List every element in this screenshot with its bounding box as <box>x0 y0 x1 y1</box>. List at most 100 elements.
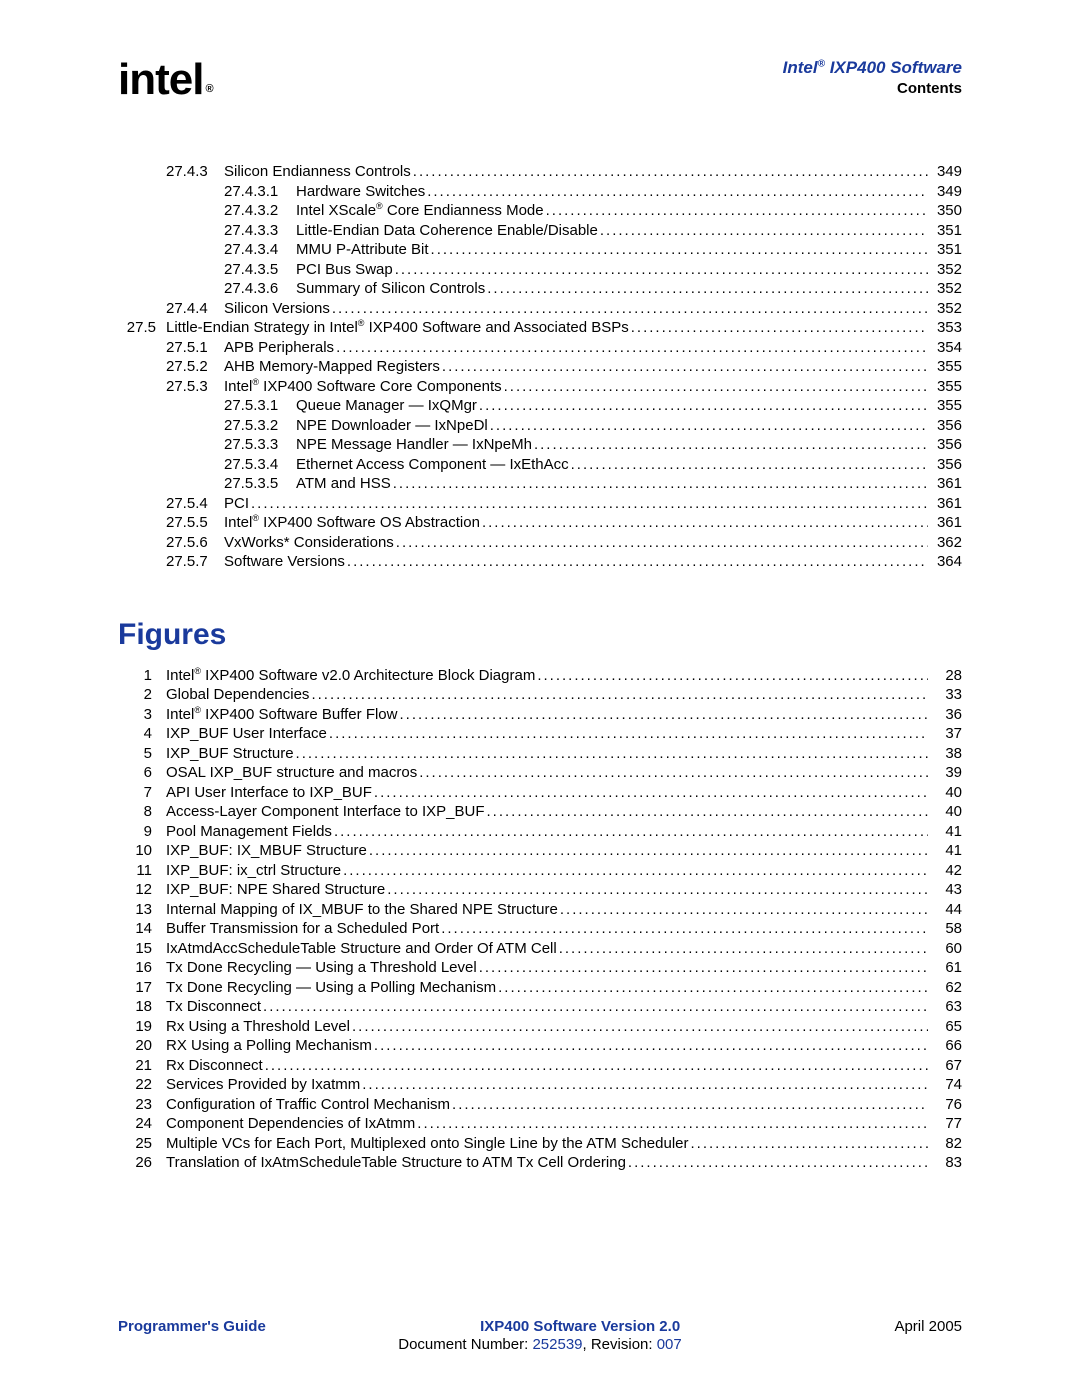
figure-number: 6 <box>118 763 166 783</box>
toc-title: APB Peripherals <box>224 338 334 358</box>
leader-dots <box>294 744 928 764</box>
doc-subtitle: Contents <box>783 80 962 97</box>
figure-page: 33 <box>928 685 962 705</box>
figure-page: 28 <box>928 666 962 686</box>
toc-entry: 27.5.5Intel® IXP400 Software OS Abstract… <box>118 513 962 533</box>
leader-dots <box>341 861 928 881</box>
leader-dots <box>557 939 928 959</box>
figure-entry: 11IXP_BUF: ix_ctrl Structure42 <box>118 861 962 881</box>
toc-number: 27.4.3.3 <box>224 221 296 241</box>
toc-entry: 27.5.4PCI361 <box>118 494 962 514</box>
figure-number: 11 <box>118 861 166 881</box>
toc-title: NPE Downloader — IxNpeDl <box>296 416 488 436</box>
toc-entry: 27.5.3.5ATM and HSS361 <box>118 474 962 494</box>
figure-entry: 12IXP_BUF: NPE Shared Structure43 <box>118 880 962 900</box>
figure-entry: 10IXP_BUF: IX_MBUF Structure41 <box>118 841 962 861</box>
toc-page: 356 <box>928 416 962 436</box>
leader-dots <box>532 435 928 455</box>
figure-entry: 26Translation of IxAtmScheduleTable Stru… <box>118 1153 962 1173</box>
toc-title: Intel® IXP400 Software Core Components <box>224 377 502 397</box>
figure-page: 63 <box>928 997 962 1017</box>
leader-dots <box>261 997 928 1017</box>
leader-dots <box>626 1153 928 1173</box>
toc-page: 352 <box>928 299 962 319</box>
leader-dots <box>629 318 928 338</box>
figure-page: 67 <box>928 1056 962 1076</box>
toc-title: Intel XScale® Core Endianness Mode <box>296 201 544 221</box>
figure-title: OSAL IXP_BUF structure and macros <box>166 763 417 783</box>
figure-number: 18 <box>118 997 166 1017</box>
toc-number: 27.4.4 <box>166 299 224 319</box>
toc-number: 27.5.5 <box>166 513 224 533</box>
toc-page: 352 <box>928 279 962 299</box>
toc-section: 27.4.3Silicon Endianness Controls34927.4… <box>118 162 962 572</box>
figure-entry: 5IXP_BUF Structure38 <box>118 744 962 764</box>
figure-title: Services Provided by Ixatmm <box>166 1075 360 1095</box>
toc-number: 27.4.3.4 <box>224 240 296 260</box>
figure-title: Multiple VCs for Each Port, Multiplexed … <box>166 1134 689 1154</box>
figure-page: 62 <box>928 978 962 998</box>
leader-dots <box>496 978 928 998</box>
figure-number: 4 <box>118 724 166 744</box>
figure-number: 1 <box>118 666 166 686</box>
toc-number: 27.4.3.2 <box>224 201 296 221</box>
logo-reg: ® <box>205 83 212 95</box>
toc-number: 27.5.7 <box>166 552 224 572</box>
figure-number: 5 <box>118 744 166 764</box>
figure-page: 38 <box>928 744 962 764</box>
figure-entry: 4IXP_BUF User Interface37 <box>118 724 962 744</box>
page-footer: Programmer's Guide IXP400 Software Versi… <box>118 1318 962 1353</box>
leader-dots <box>393 260 928 280</box>
leader-dots <box>391 474 928 494</box>
figure-number: 21 <box>118 1056 166 1076</box>
figure-entry: 16Tx Done Recycling — Using a Threshold … <box>118 958 962 978</box>
leader-dots <box>439 919 928 939</box>
figure-title: Configuration of Traffic Control Mechani… <box>166 1095 450 1115</box>
leader-dots <box>350 1017 928 1037</box>
toc-entry: 27.5.6VxWorks* Considerations362 <box>118 533 962 553</box>
toc-title: PCI <box>224 494 249 514</box>
leader-dots <box>598 221 928 241</box>
toc-title: Ethernet Access Component — IxEthAcc <box>296 455 569 475</box>
toc-page: 349 <box>928 162 962 182</box>
toc-entry: 27.5.3Intel® IXP400 Software Core Compon… <box>118 377 962 397</box>
toc-page: 362 <box>928 533 962 553</box>
toc-page: 361 <box>928 513 962 533</box>
figure-page: 36 <box>928 705 962 725</box>
figure-page: 77 <box>928 1114 962 1134</box>
toc-number: 27.5.3.4 <box>224 455 296 475</box>
figure-entry: 2Global Dependencies33 <box>118 685 962 705</box>
leader-dots <box>484 802 928 822</box>
figure-page: 42 <box>928 861 962 881</box>
figure-number: 19 <box>118 1017 166 1037</box>
toc-title: PCI Bus Swap <box>296 260 393 280</box>
toc-number: 27.4.3.1 <box>224 182 296 202</box>
logo-text: intel <box>118 55 203 104</box>
figure-page: 82 <box>928 1134 962 1154</box>
footer-center: IXP400 Software Version 2.0 <box>266 1318 895 1335</box>
leader-dots <box>450 1095 928 1115</box>
figure-entry: 20RX Using a Polling Mechanism66 <box>118 1036 962 1056</box>
footer-right: April 2005 <box>894 1318 962 1335</box>
figure-title: Buffer Transmission for a Scheduled Port <box>166 919 439 939</box>
toc-entry: 27.5.3.3NPE Message Handler — IxNpeMh356 <box>118 435 962 455</box>
figure-title: Rx Using a Threshold Level <box>166 1017 350 1037</box>
figure-page: 43 <box>928 880 962 900</box>
toc-page: 364 <box>928 552 962 572</box>
leader-dots <box>372 1036 928 1056</box>
toc-title: Little-Endian Data Coherence Enable/Disa… <box>296 221 598 241</box>
leader-dots <box>332 822 928 842</box>
figure-number: 10 <box>118 841 166 861</box>
figure-page: 60 <box>928 939 962 959</box>
toc-entry: 27.5.3.2NPE Downloader — IxNpeDl356 <box>118 416 962 436</box>
toc-page: 352 <box>928 260 962 280</box>
figure-entry: 8Access-Layer Component Interface to IXP… <box>118 802 962 822</box>
figure-number: 8 <box>118 802 166 822</box>
leader-dots <box>477 396 928 416</box>
figure-number: 25 <box>118 1134 166 1154</box>
toc-title: Queue Manager — IxQMgr <box>296 396 477 416</box>
toc-number: 27.5.6 <box>166 533 224 553</box>
toc-page: 361 <box>928 494 962 514</box>
figure-entry: 24Component Dependencies of IxAtmm77 <box>118 1114 962 1134</box>
leader-dots <box>480 513 928 533</box>
